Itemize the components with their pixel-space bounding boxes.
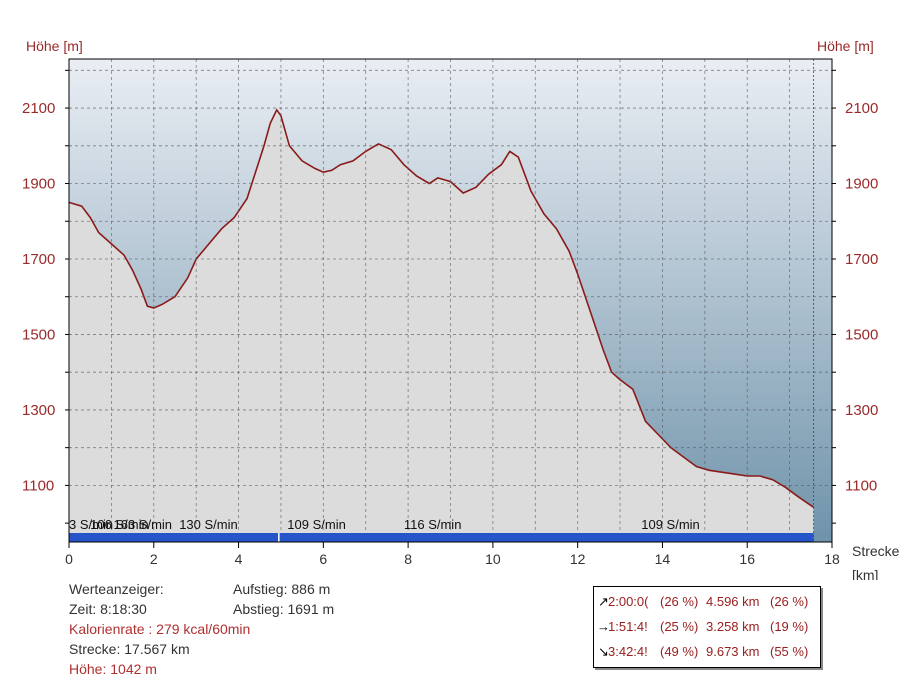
x-tick-label: 2	[150, 551, 158, 567]
distance-value: Strecke: 17.567 km	[69, 641, 190, 657]
calorie-rate: Kalorienrate : 279 kcal/60min	[69, 621, 251, 637]
x-axis-title: Strecke	[852, 543, 900, 559]
x-tick-label: 10	[485, 551, 501, 567]
summary-time-pct: (26 %)	[660, 594, 699, 609]
value-display-label: Werteanzeiger:	[69, 581, 164, 597]
x-tick-label: 8	[404, 551, 412, 567]
summary-distance: 3.258 km	[706, 619, 760, 634]
cadence-label: 106 S/min	[90, 517, 149, 532]
cadence-label: 163 S/min	[114, 517, 173, 532]
descent-arrow-icon: ↘	[598, 644, 609, 659]
elevation-line	[68, 108, 815, 508]
summary-time: 1:51:4!	[608, 619, 648, 634]
ascent-arrow-icon: ↗	[598, 594, 609, 609]
x-tick-label: 4	[235, 551, 243, 567]
y-tick-label-right: 1500	[845, 326, 878, 343]
summary-distance-pct: (26 %)	[770, 594, 809, 609]
cadence-label: 130 S/min	[179, 517, 238, 532]
summary-time-pct: (49 %)	[660, 644, 699, 659]
y-tick-label-left: 1500	[22, 326, 55, 343]
x-axis-unit: [km]	[852, 567, 878, 580]
plot-frame	[68, 58, 833, 543]
descent-value: Abstieg: 1691 m	[233, 601, 335, 617]
summary-time-pct: (25 %)	[660, 619, 699, 634]
cadence-label: 3 S/min	[69, 517, 113, 532]
y-tick-label-left: 1100	[22, 477, 54, 494]
cadence-bar	[69, 533, 814, 542]
y-tick-label-right: 1700	[845, 251, 878, 268]
flat-arrow-icon: →	[597, 619, 610, 634]
y-tick-label-right: 1100	[845, 477, 877, 494]
ascent-value: Aufstieg: 886 m	[233, 581, 331, 597]
time-value: Zeit: 8:18:30	[69, 601, 147, 617]
y-tick-label-right: 1300	[845, 402, 878, 419]
x-tick-label: 12	[570, 551, 586, 567]
segment-summary-box: ↗ 2:00:0( (26 %) 4.596 km (26 %) → 1:51:…	[593, 586, 821, 668]
y-tick-label-left: 1900	[22, 176, 55, 193]
summary-distance-pct: (55 %)	[770, 644, 809, 659]
y-axis-title-right: Höhe [m]	[817, 38, 874, 54]
cadence-label: 109 S/min	[641, 517, 700, 532]
summary-time: 2:00:0(	[608, 594, 649, 609]
summary-time: 3:42:4!	[608, 644, 648, 659]
x-tick-label: 18	[824, 551, 840, 567]
x-tick-label: 16	[739, 551, 755, 567]
elevation-area	[69, 109, 814, 543]
y-axis-title-left: Höhe [m]	[26, 38, 83, 54]
summary-distance: 9.673 km	[706, 644, 760, 659]
y-tick-label-left: 1300	[22, 402, 55, 419]
x-tick-label: 0	[65, 551, 73, 567]
x-tick-label: 14	[655, 551, 671, 567]
elevation-value: Höhe: 1042 m	[69, 661, 157, 677]
summary-distance-pct: (19 %)	[770, 619, 809, 634]
y-tick-label-right: 2100	[845, 100, 878, 117]
cadence-label: 109 S/min	[287, 517, 346, 532]
y-tick-label-right: 1900	[845, 176, 878, 193]
cadence-label: 116 S/min	[404, 517, 462, 532]
y-tick-label-left: 1700	[22, 251, 55, 268]
summary-distance: 4.596 km	[706, 594, 760, 609]
x-tick-label: 6	[319, 551, 327, 567]
y-tick-label-left: 2100	[22, 100, 55, 117]
